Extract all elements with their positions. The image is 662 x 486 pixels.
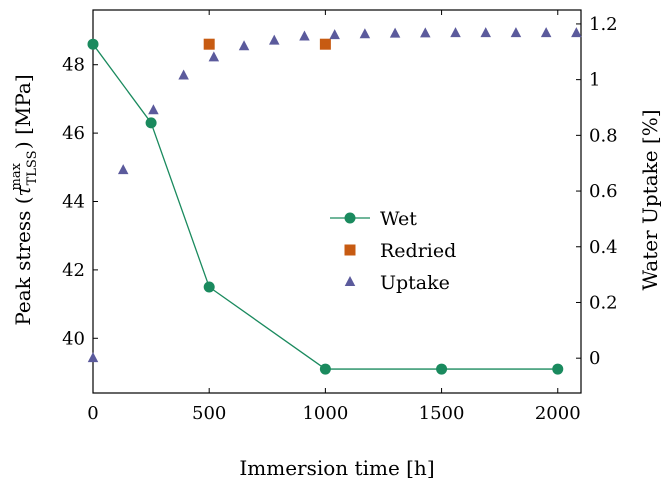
legend-label: Uptake xyxy=(380,272,450,294)
uptake-point xyxy=(480,27,491,38)
legend-marker xyxy=(344,276,356,286)
y-left-label-superscript: max xyxy=(9,162,24,190)
legend-marker xyxy=(344,244,356,256)
y-left-tick-label: 42 xyxy=(62,260,85,281)
plot-frame xyxy=(92,9,582,394)
legend: Wet Redried Uptake xyxy=(330,208,456,294)
series-wet xyxy=(87,38,564,375)
uptake-point xyxy=(178,69,189,80)
series-uptake xyxy=(87,27,582,363)
y-left-axis-label: Peak stress (τTLSSmax ) [MPa] xyxy=(9,74,40,325)
y-left-tick-label: 44 xyxy=(62,192,85,213)
y-left-label-suffix: ) [MPa] xyxy=(11,74,35,149)
redried-point xyxy=(319,38,331,50)
uptake-point xyxy=(299,30,310,41)
y-left-tick-label: 40 xyxy=(62,328,85,349)
uptake-point xyxy=(87,352,99,363)
y-right-tick-label: 1 xyxy=(589,70,600,91)
y-right-tick-label: 0.2 xyxy=(589,292,618,313)
x-tick-label: 0 xyxy=(87,403,98,424)
wet-point xyxy=(203,281,215,293)
uptake-point xyxy=(148,104,159,115)
uptake-point xyxy=(571,27,582,38)
y-right-tick-label: 0.6 xyxy=(589,181,618,202)
uptake-point xyxy=(359,28,371,39)
legend-item-uptake: Uptake xyxy=(344,272,450,294)
uptake-point xyxy=(540,27,552,38)
y-left-label-symbol: τ xyxy=(11,184,35,196)
y-left-tick-label: 48 xyxy=(62,55,85,76)
y-left-tick-label: 46 xyxy=(62,123,85,144)
x-tick-label: 1000 xyxy=(302,403,348,424)
x-axis-label: Immersion time [h] xyxy=(239,456,434,480)
wet-point xyxy=(552,363,564,375)
uptake-point xyxy=(117,164,129,175)
series-layer xyxy=(87,27,582,375)
uptake-point xyxy=(389,27,401,38)
y-right-tick-label: 1.2 xyxy=(589,14,618,35)
y-right-tick-label: 0.8 xyxy=(589,125,618,146)
wet-point xyxy=(145,117,157,129)
wet-point xyxy=(436,363,448,375)
y-right-tick-label: 0.4 xyxy=(589,237,618,258)
legend-item-redried: Redried xyxy=(344,240,456,262)
y-right-tick-label: 0 xyxy=(589,348,600,369)
x-tick-label: 500 xyxy=(192,403,226,424)
uptake-point xyxy=(208,51,220,62)
redried-point xyxy=(203,38,215,50)
legend-item-wet: Wet xyxy=(330,208,417,230)
uptake-point xyxy=(420,27,431,38)
uptake-point xyxy=(329,29,340,40)
legend-marker xyxy=(344,212,356,224)
uptake-point xyxy=(238,40,250,51)
legend-label: Wet xyxy=(380,208,417,230)
wet-point xyxy=(87,38,99,50)
legend-label: Redried xyxy=(380,240,456,262)
uptake-point xyxy=(269,34,280,45)
series-redried xyxy=(203,38,331,50)
x-tick-label: 2000 xyxy=(535,403,581,424)
wet-line xyxy=(92,43,558,370)
uptake-point xyxy=(450,27,461,38)
tick-marks xyxy=(92,10,581,393)
wet-point xyxy=(319,363,331,375)
uptake-point xyxy=(510,27,522,38)
x-tick-label: 1500 xyxy=(419,403,465,424)
tick-labels: 0 500 1000 1500 2000 40 42 44 46 48 0 0.2 0.4 0.6 0.8 1… xyxy=(62,14,618,424)
y-right-axis-label: Water Uptake [%] xyxy=(638,109,662,290)
y-left-label-subscript: TLSS xyxy=(25,151,40,186)
y-left-label-prefix: Peak stress ( xyxy=(11,196,35,325)
